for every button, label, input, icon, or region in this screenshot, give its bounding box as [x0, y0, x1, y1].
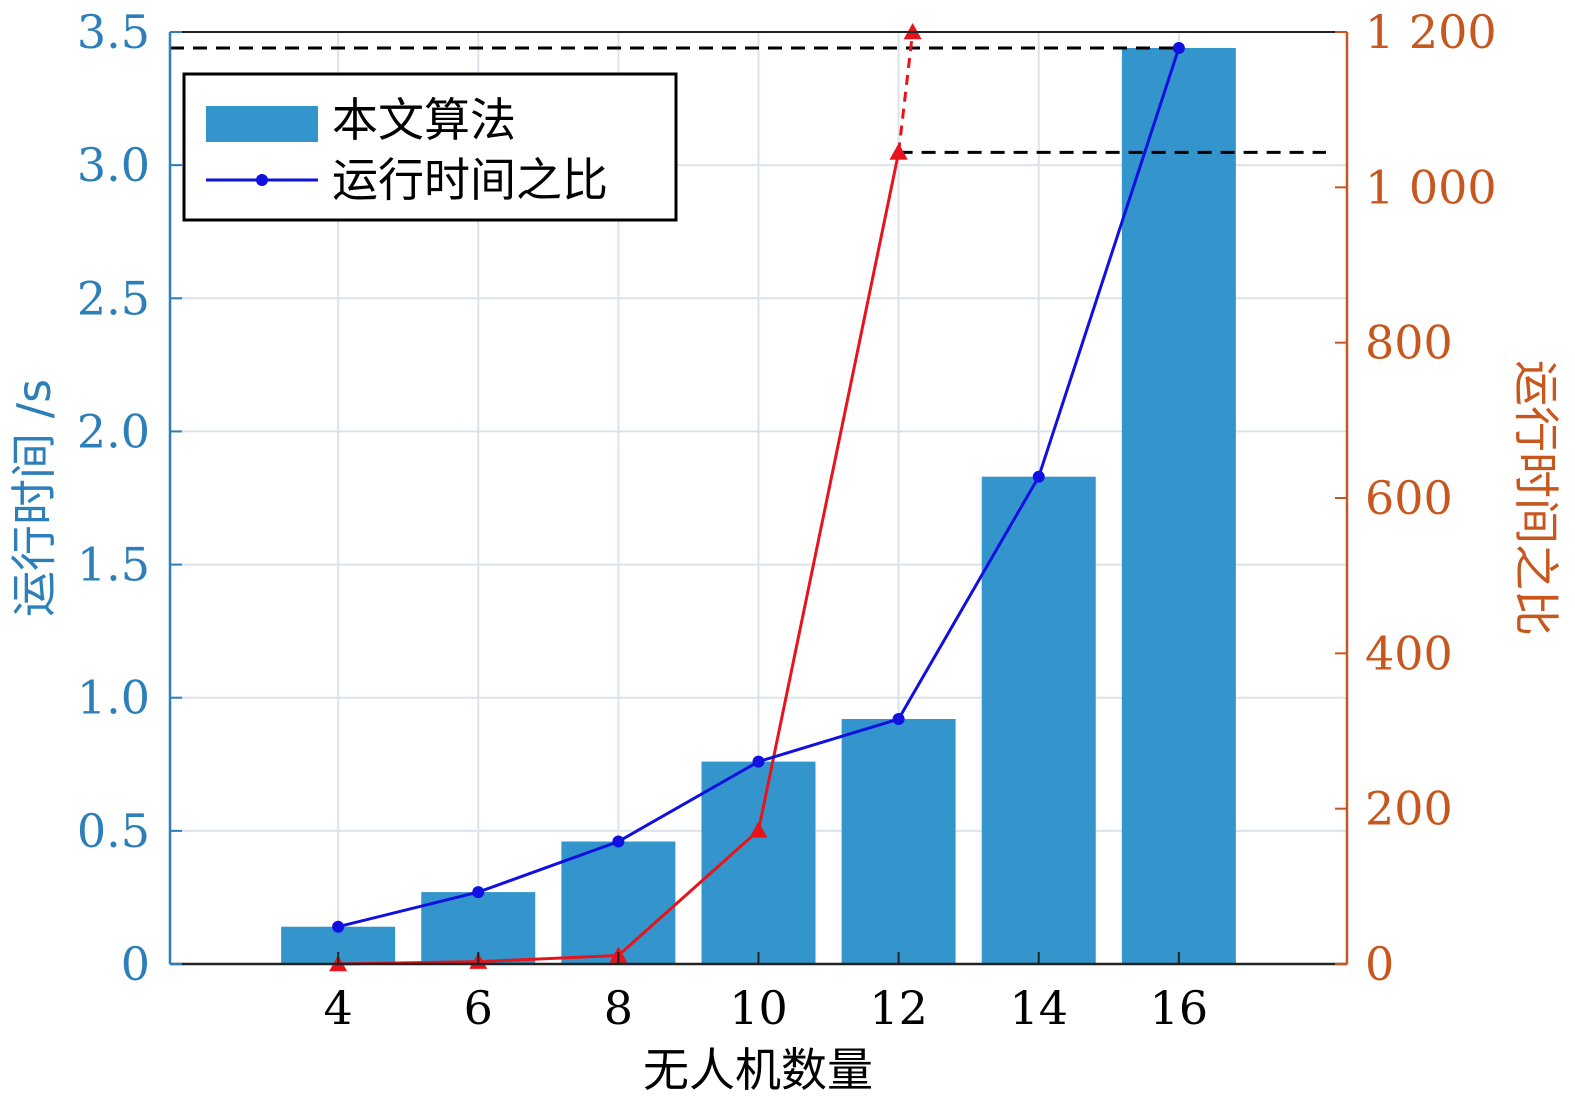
left-y-tick-label: 3.0 [77, 138, 150, 192]
legend-swatch-bars [206, 106, 318, 142]
bar [561, 841, 676, 964]
bar [981, 476, 1096, 964]
ratio-line-dashed [897, 31, 915, 153]
x-tick-label: 12 [869, 981, 928, 1035]
right-y-tick-label: 1 000 [1365, 160, 1497, 214]
x-axis-label: 无人机数量 [643, 1043, 873, 1097]
reference-lines [170, 46, 1326, 154]
left-y-tick-label: 1.5 [77, 538, 150, 592]
axes [168, 31, 1349, 966]
right-y-tick-label: 1 200 [1365, 5, 1497, 59]
right-y-tick-label: 400 [1365, 626, 1453, 680]
legend-box [182, 72, 678, 222]
point-circle [752, 755, 765, 768]
x-tick-label: 8 [604, 981, 633, 1035]
left-y-tick-label: 3.5 [77, 5, 150, 59]
left-y-tick-label: 1.0 [77, 671, 150, 725]
point-circle [472, 886, 485, 899]
legend-label-line: 运行时间之比 [332, 153, 608, 207]
x-tick-label: 6 [464, 981, 493, 1035]
left-y-tick-label: 0.5 [77, 804, 150, 858]
point-circle [1172, 41, 1185, 54]
tick-labels: 4 6 8 10 12 14 16 0 0.5 1.0 1.5 2.0 2.5 3.0 3.5 0 200 400… [77, 5, 1497, 1035]
bar [841, 719, 956, 964]
left-y-tick-label: 2.0 [77, 404, 150, 458]
right-y-tick-label: 800 [1365, 316, 1453, 370]
right-y-tick-label: 200 [1365, 782, 1453, 836]
x-tick-label: 16 [1150, 981, 1209, 1035]
bar [1121, 47, 1236, 964]
legend-label-bars: 本文算法 [332, 93, 516, 147]
point-circle [1032, 470, 1045, 483]
legend: 本文算法 运行时间之比 [182, 72, 678, 222]
x-tick-label: 4 [324, 981, 353, 1035]
point-circle [892, 713, 905, 726]
legend-swatch-marker [256, 174, 268, 186]
left-y-axis-label: 运行时间 /s [7, 379, 61, 617]
left-y-tick-label: 2.5 [77, 271, 150, 325]
point-circle [332, 920, 345, 933]
bar [701, 761, 816, 964]
x-tick-label: 10 [729, 981, 788, 1035]
right-y-tick-label: 0 [1365, 937, 1394, 991]
point-triangle [749, 821, 768, 838]
point-circle [612, 835, 625, 848]
right-y-axis-label: 运行时间之比 [1509, 360, 1563, 636]
left-y-tick-label: 0 [121, 937, 150, 991]
right-y-tick-label: 600 [1365, 471, 1453, 525]
point-triangle [889, 143, 908, 160]
x-tick-label: 14 [1009, 981, 1068, 1035]
